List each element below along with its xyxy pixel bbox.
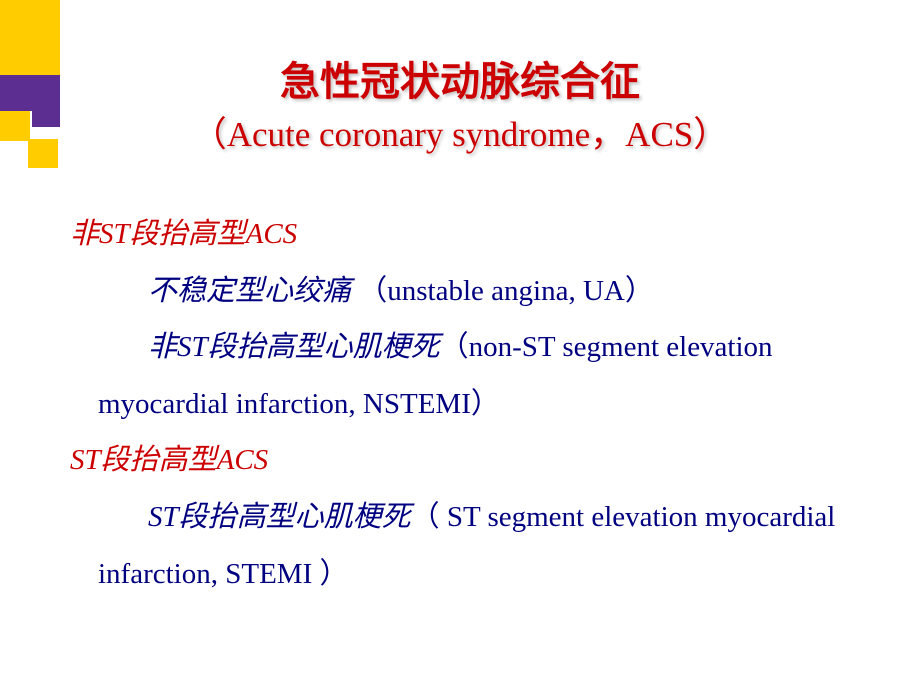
section-heading: ST段抬高型ACS	[70, 432, 850, 489]
content-item: ST段抬高型心肌梗死（ ST segment elevation myocard…	[70, 489, 850, 602]
item-cn: 非ST段抬高型心肌梗死	[148, 331, 440, 363]
item-cn: 不稳定型心绞痛	[148, 275, 358, 307]
section-heading: 非ST段抬高型ACS	[70, 206, 850, 263]
title-main: 急性冠状动脉综合征	[70, 55, 850, 109]
title-sub: （Acute coronary syndrome，ACS）	[70, 111, 850, 158]
slide-content: 急性冠状动脉综合征 （Acute coronary syndrome，ACS） …	[0, 0, 920, 690]
content-body: 非ST段抬高型ACS 不稳定型心绞痛 （unstable angina, UA）…	[70, 206, 850, 602]
item-cn: ST段抬高型心肌梗死	[148, 501, 411, 533]
item-en: （unstable angina, UA）	[358, 275, 654, 307]
content-item: 非ST段抬高型心肌梗死（non-ST segment elevation myo…	[70, 319, 850, 432]
content-item: 不稳定型心绞痛 （unstable angina, UA）	[70, 263, 850, 320]
slide-title: 急性冠状动脉综合征 （Acute coronary syndrome，ACS）	[70, 55, 850, 158]
